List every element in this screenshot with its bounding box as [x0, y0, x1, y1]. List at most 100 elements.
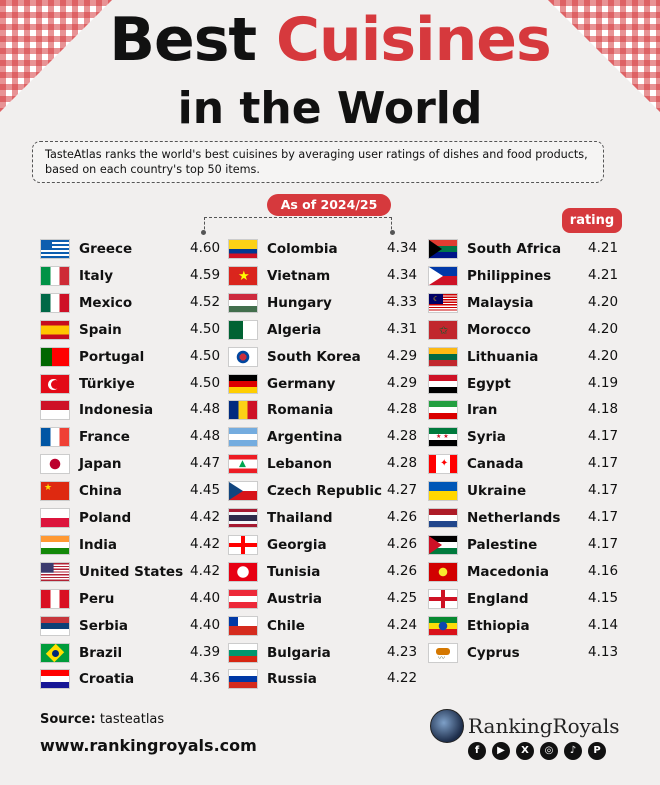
country-name: Portugal [79, 348, 145, 365]
table-row: Spain 4.50 [40, 319, 230, 341]
table-row: ▲ Lebanon 4.28 [228, 453, 427, 475]
rating-value: 4.17 [588, 535, 619, 552]
table-row: Croatia 4.36 [40, 668, 230, 690]
rating-value: 4.48 [190, 428, 221, 445]
table-row: Germany 4.29 [228, 373, 427, 395]
country-name: Romania [267, 402, 334, 419]
flag-morocco-icon: ✩ [428, 319, 458, 340]
table-row: ☾ Malaysia 4.20 [428, 292, 628, 314]
country-name: Germany [267, 375, 336, 392]
table-row: Austria 4.25 [228, 588, 427, 610]
table-row: Ukraine 4.17 [428, 480, 628, 502]
rating-value: 4.29 [387, 374, 418, 391]
table-row: Serbia 4.40 [40, 615, 230, 637]
x-icon[interactable]: X [516, 742, 534, 760]
country-name: Cyprus [467, 644, 520, 661]
flag-india-icon [40, 534, 70, 555]
flag-ukraine-icon [428, 481, 458, 502]
table-row: Romania 4.28 [228, 399, 427, 421]
flag-egypt-icon [428, 373, 458, 394]
flag-mexico-icon [40, 292, 70, 313]
flag-thailand-icon [228, 508, 258, 528]
country-name: Thailand [267, 510, 333, 526]
rating-value: 4.20 [588, 320, 619, 337]
table-row: Russia 4.22 [228, 668, 427, 690]
flag-lithuania-icon [428, 346, 458, 367]
table-row: South Africa 4.21 [428, 238, 628, 260]
country-name: Syria [467, 429, 506, 446]
table-row: Czech Republic 4.27 [228, 480, 427, 502]
table-row: Portugal 4.50 [40, 346, 230, 368]
country-name: India [79, 536, 118, 553]
rating-value: 4.42 [190, 562, 221, 579]
country-name: Philippines [467, 267, 552, 284]
source-label: Source: [40, 712, 96, 727]
rating-value: 4.29 [387, 347, 418, 364]
instagram-icon[interactable]: ◎ [540, 742, 558, 760]
flag-poland-icon [40, 508, 70, 528]
brand-logo-block: RankingRoyals [430, 708, 620, 744]
rating-value: 4.28 [387, 401, 418, 418]
table-row: France 4.48 [40, 426, 230, 448]
rating-value: 4.34 [387, 266, 418, 283]
country-name: Macedonia [467, 563, 549, 580]
rating-value: 4.22 [387, 670, 418, 687]
facebook-icon[interactable]: f [468, 742, 486, 760]
website-link[interactable]: www.rankingroyals.com [40, 736, 257, 755]
flag-england-icon [428, 588, 458, 609]
table-row: United States 4.42 [40, 561, 230, 583]
country-name: China [79, 483, 122, 500]
table-row: South Korea 4.29 [228, 346, 427, 368]
source-value: tasteatlas [95, 712, 165, 727]
country-name: Peru [79, 590, 115, 607]
flag-canada-icon: ✦ [428, 454, 458, 475]
rating-value: 4.20 [588, 347, 619, 364]
flag-lebanon-icon: ▲ [228, 454, 258, 475]
flag-vietnam-icon: ★ [228, 265, 258, 286]
flag-greece-icon [40, 239, 70, 259]
flag-czech-icon [228, 481, 258, 502]
tiktok-icon[interactable]: ♪ [564, 742, 582, 760]
rating-value: 4.26 [387, 509, 418, 525]
country-name: Japan [79, 456, 122, 473]
flag-philippines-icon [428, 265, 458, 286]
brand-globe-icon [430, 709, 464, 743]
country-name: Russia [267, 671, 317, 688]
table-row: Poland 4.42 [40, 507, 230, 529]
rating-value: 4.14 [588, 616, 619, 633]
flag-serbia-icon [40, 615, 70, 636]
table-row: Iran 4.18 [428, 399, 628, 421]
country-name: Malaysia [467, 294, 534, 311]
table-row: ✩ Morocco 4.20 [428, 319, 628, 341]
country-name: Tunisia [267, 563, 321, 580]
table-row: Ethiopia 4.14 [428, 615, 628, 637]
flag-algeria-icon [228, 319, 258, 340]
country-name: France [79, 429, 130, 446]
rating-value: 4.42 [190, 509, 221, 525]
pinterest-icon[interactable]: P [588, 742, 606, 760]
rating-value: 4.13 [588, 643, 619, 660]
country-name: Poland [79, 510, 132, 526]
rating-value: 4.17 [588, 428, 619, 445]
country-name: Canada [467, 456, 524, 473]
rating-value: 4.28 [387, 428, 418, 445]
table-row: India 4.42 [40, 534, 230, 556]
country-name: Serbia [79, 617, 128, 634]
country-name: Bulgaria [267, 644, 331, 661]
flag-france-icon [40, 427, 70, 448]
country-name: Georgia [267, 536, 327, 553]
table-row: Thailand 4.26 [228, 507, 427, 529]
rating-value: 4.21 [588, 266, 619, 283]
flag-argentina-icon [228, 427, 258, 448]
youtube-icon[interactable]: ▶ [492, 742, 510, 760]
source-line: Source: tasteatlas [40, 712, 164, 727]
as-of-bracket [201, 217, 395, 235]
rating-value: 4.28 [387, 455, 418, 472]
flag-russia-icon [228, 669, 258, 690]
rating-value: 4.33 [387, 293, 418, 310]
social-links: f ▶ X ◎ ♪ P [468, 742, 606, 760]
country-name: Ukraine [467, 483, 527, 500]
rating-value: 4.52 [190, 293, 221, 310]
rating-value: 4.39 [190, 643, 221, 660]
flag-romania-icon [228, 400, 258, 421]
